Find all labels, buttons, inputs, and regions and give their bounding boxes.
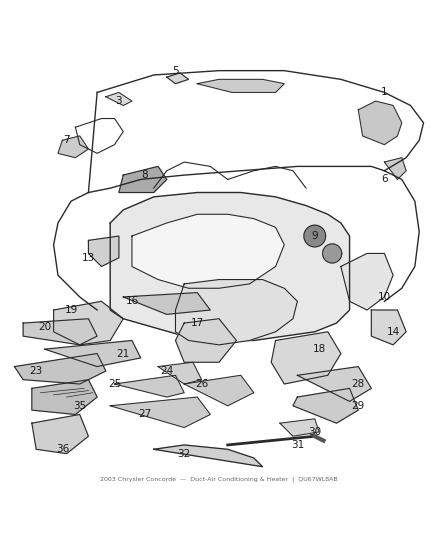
Text: 6: 6 xyxy=(381,174,388,184)
Text: 10: 10 xyxy=(378,292,391,302)
Polygon shape xyxy=(158,362,201,384)
Text: 8: 8 xyxy=(142,170,148,180)
Polygon shape xyxy=(176,279,297,345)
Polygon shape xyxy=(385,158,406,180)
Text: 9: 9 xyxy=(311,231,318,241)
Text: 7: 7 xyxy=(64,135,70,146)
Text: 29: 29 xyxy=(352,401,365,411)
Text: 19: 19 xyxy=(64,305,78,315)
Text: 17: 17 xyxy=(191,318,204,328)
Polygon shape xyxy=(88,236,119,266)
Text: 5: 5 xyxy=(172,66,179,76)
Polygon shape xyxy=(58,136,88,158)
Polygon shape xyxy=(119,166,167,192)
Polygon shape xyxy=(280,419,319,436)
Text: 27: 27 xyxy=(138,409,152,419)
Text: 24: 24 xyxy=(160,366,173,376)
Polygon shape xyxy=(176,319,237,362)
Polygon shape xyxy=(297,367,371,401)
Polygon shape xyxy=(304,225,325,247)
Text: 13: 13 xyxy=(82,253,95,263)
Text: 14: 14 xyxy=(386,327,400,337)
Polygon shape xyxy=(123,293,210,314)
Text: 20: 20 xyxy=(39,322,52,333)
Polygon shape xyxy=(23,319,97,345)
Text: 35: 35 xyxy=(73,401,86,411)
Polygon shape xyxy=(45,341,141,367)
Text: 31: 31 xyxy=(291,440,304,450)
Text: 30: 30 xyxy=(308,427,321,437)
Polygon shape xyxy=(197,79,284,92)
Polygon shape xyxy=(110,397,210,427)
Polygon shape xyxy=(154,445,262,467)
Polygon shape xyxy=(358,101,402,144)
Polygon shape xyxy=(132,214,284,288)
Text: 16: 16 xyxy=(125,296,138,306)
Polygon shape xyxy=(293,389,358,423)
Polygon shape xyxy=(323,244,342,263)
Polygon shape xyxy=(32,379,97,415)
Text: 1: 1 xyxy=(381,87,388,98)
Text: 28: 28 xyxy=(352,379,365,389)
Text: 3: 3 xyxy=(116,96,122,106)
Polygon shape xyxy=(14,353,106,384)
Polygon shape xyxy=(53,301,123,345)
Text: 25: 25 xyxy=(108,379,121,389)
Text: 2003 Chrysler Concorde  —  Duct-Air Conditioning & Heater  |  QU67WL8AB: 2003 Chrysler Concorde — Duct-Air Condit… xyxy=(100,477,338,482)
Polygon shape xyxy=(271,332,341,384)
Polygon shape xyxy=(110,192,350,341)
Polygon shape xyxy=(371,310,406,345)
Text: 18: 18 xyxy=(312,344,326,354)
Polygon shape xyxy=(32,415,88,454)
Polygon shape xyxy=(184,375,254,406)
Polygon shape xyxy=(167,73,188,84)
Text: 32: 32 xyxy=(177,449,191,458)
Text: 21: 21 xyxy=(117,349,130,359)
Text: 26: 26 xyxy=(195,379,208,389)
Polygon shape xyxy=(106,92,132,106)
Polygon shape xyxy=(341,254,393,310)
Text: 23: 23 xyxy=(30,366,43,376)
Polygon shape xyxy=(115,375,184,397)
Text: 36: 36 xyxy=(56,445,69,454)
